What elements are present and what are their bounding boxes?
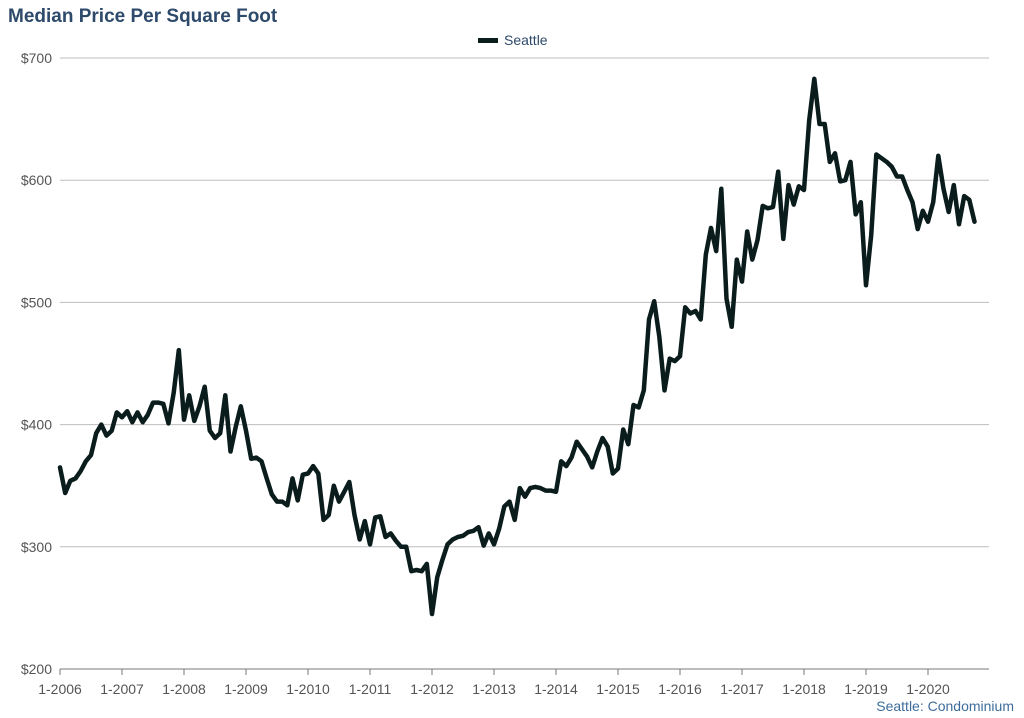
x-tick-label: 1-2009 (224, 681, 268, 697)
x-tick-label: 1-2013 (472, 681, 516, 697)
y-tick-label: $500 (21, 294, 52, 310)
x-tick-label: 1-2012 (410, 681, 454, 697)
x-tick-label: 1-2007 (100, 681, 144, 697)
x-tick-label: 1-2006 (38, 681, 82, 697)
x-tick-label: 1-2011 (349, 681, 392, 697)
legend: Seattle (478, 32, 548, 48)
y-tick-label: $300 (21, 539, 52, 555)
y-tick-label: $200 (21, 661, 52, 677)
x-tick-label: 1-2017 (720, 681, 764, 697)
x-tick-label: 1-2016 (658, 681, 702, 697)
y-tick-label: $600 (21, 172, 52, 188)
legend-label-seattle: Seattle (504, 32, 548, 48)
series-line-seattle (57, 76, 977, 617)
x-tick-label: 1-2014 (534, 681, 578, 697)
x-tick-label: 1-2015 (596, 681, 640, 697)
x-tick-label: 1-2019 (844, 681, 888, 697)
x-tick-label: 1-2008 (162, 681, 206, 697)
x-tick-label: 1-2020 (906, 681, 950, 697)
legend-swatch-seattle (478, 37, 498, 43)
x-tick-label: 1-2018 (782, 681, 826, 697)
chart-footnote: Seattle: Condominium (876, 698, 1014, 714)
x-tick-label: 1-2010 (286, 681, 330, 697)
y-tick-label: $400 (21, 417, 52, 433)
y-tick-label: $700 (21, 50, 52, 66)
chart-title: Median Price Per Square Foot (8, 6, 278, 27)
